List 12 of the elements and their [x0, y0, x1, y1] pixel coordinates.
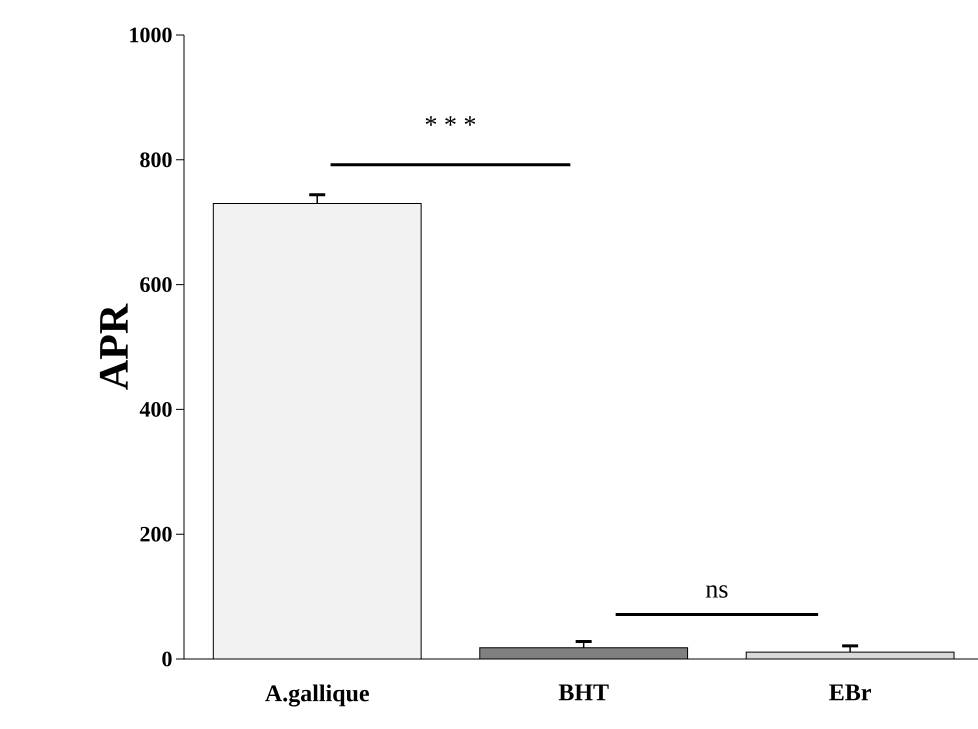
y-tick-label: 200	[140, 526, 172, 542]
y-tick-label: 800	[140, 152, 172, 168]
annotation: ns	[706, 585, 728, 598]
annotation: * * *	[426, 116, 476, 126]
y-tick-label: 0	[162, 652, 172, 666]
x-tick-label: EBr	[829, 684, 871, 700]
y-tick-label: 1000	[130, 28, 172, 42]
y-tick-label: 400	[140, 402, 172, 417]
x-tick-label: BHT	[558, 684, 609, 700]
x-tick-label: A.gallique	[265, 684, 369, 706]
y-axis-title: APR	[100, 303, 128, 390]
y-tick-label: 600	[140, 277, 172, 292]
